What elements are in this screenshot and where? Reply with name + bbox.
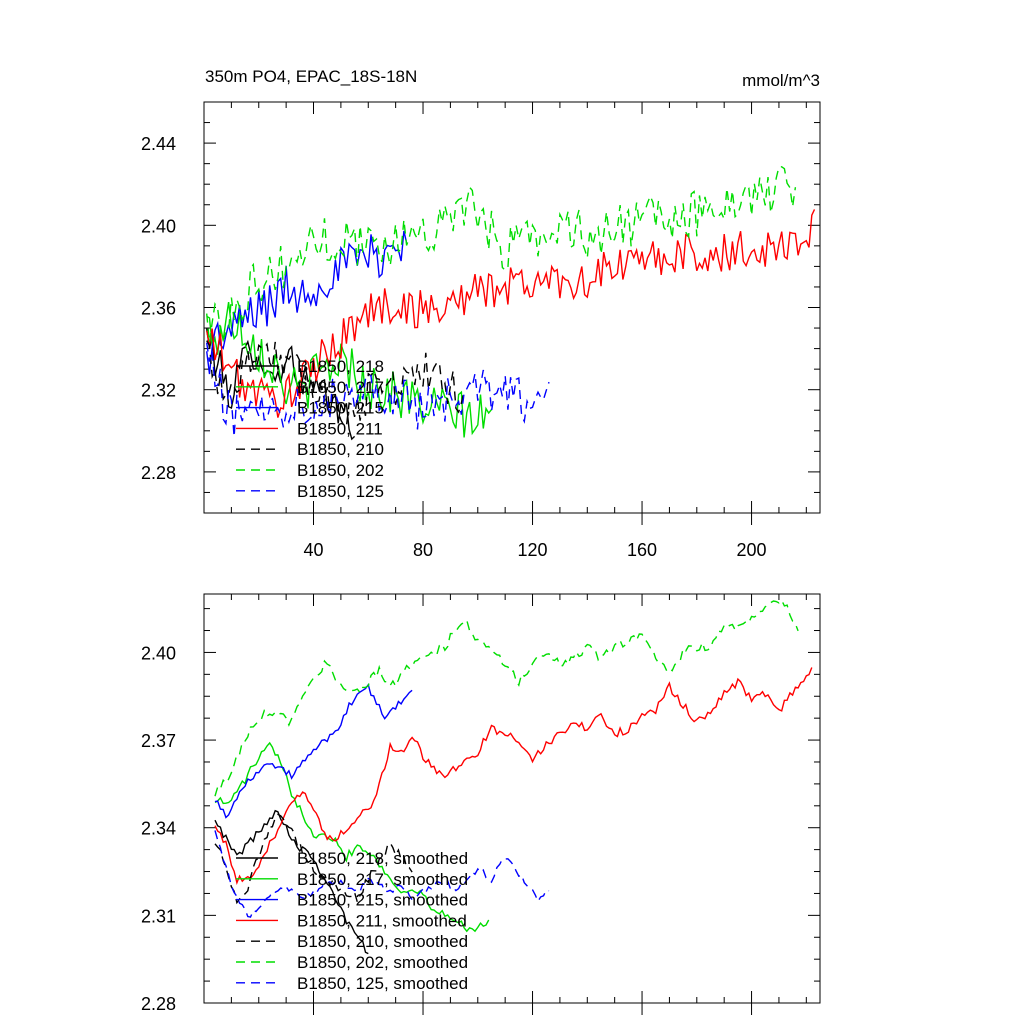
series-line (206, 209, 816, 418)
units-label: mmol/m^3 (742, 71, 820, 90)
y-tick-label: 2.36 (141, 299, 176, 319)
y-tick-label: 2.31 (141, 906, 176, 926)
legend-label: B1850, 210 (297, 440, 384, 459)
y-tick-label: 2.37 (141, 731, 176, 751)
y-tick-label: 2.44 (141, 134, 176, 154)
legend-label: B1850, 125, smoothed (297, 974, 468, 993)
legend-label: B1850, 202, smoothed (297, 953, 468, 972)
series-line (206, 342, 550, 437)
legend-label: B1850, 217 (297, 378, 384, 397)
legend-label: B1850, 215, smoothed (297, 891, 468, 910)
series-line (214, 683, 413, 819)
chart-title: 350m PO4, EPAC_18S-18N (205, 67, 417, 86)
series-line (206, 340, 465, 428)
series-line (206, 301, 493, 438)
x-tick-label: 160 (627, 540, 657, 560)
x-tick-label: 120 (518, 540, 548, 560)
legend-label: B1850, 215 (297, 399, 384, 418)
y-tick-label: 2.28 (141, 463, 176, 483)
top-panel: 2.28 2.32 2.36 2.40 2.44 40 80 120 160 200 B1850, … (141, 101, 821, 560)
legend-label: B1850, 218, smoothed (297, 849, 468, 868)
series-line (214, 599, 799, 797)
series-line (214, 813, 413, 905)
plot-frame (203, 593, 821, 1004)
legend-label: B1850, 211 (297, 419, 383, 438)
series-line (214, 667, 813, 885)
legend-label: B1850, 202 (297, 461, 384, 480)
legend-label: B1850, 218 (297, 357, 384, 376)
series-line (214, 830, 550, 918)
x-tick-label: 40 (303, 540, 323, 560)
y-tick-label: 2.34 (141, 819, 176, 839)
x-tick-label: 80 (413, 540, 433, 560)
legend-label: B1850, 217, smoothed (297, 870, 468, 889)
x-tick-label: 200 (737, 540, 767, 560)
series-line (214, 809, 369, 955)
legend-label: B1850, 211, smoothed (297, 911, 467, 930)
y-tick-label: 2.28 (141, 994, 176, 1014)
bottom-panel: 2.28 2.31 2.34 2.37 2.40 B1850, 218, smoothed… (141, 593, 821, 1015)
series-line (214, 741, 490, 933)
legend-label: B1850, 210, smoothed (297, 932, 468, 951)
y-tick-label: 2.40 (141, 643, 176, 663)
series-line (206, 166, 797, 343)
y-tick-label: 2.32 (141, 381, 176, 401)
y-tick-label: 2.40 (141, 216, 176, 236)
legend-label: B1850, 125 (297, 482, 384, 501)
